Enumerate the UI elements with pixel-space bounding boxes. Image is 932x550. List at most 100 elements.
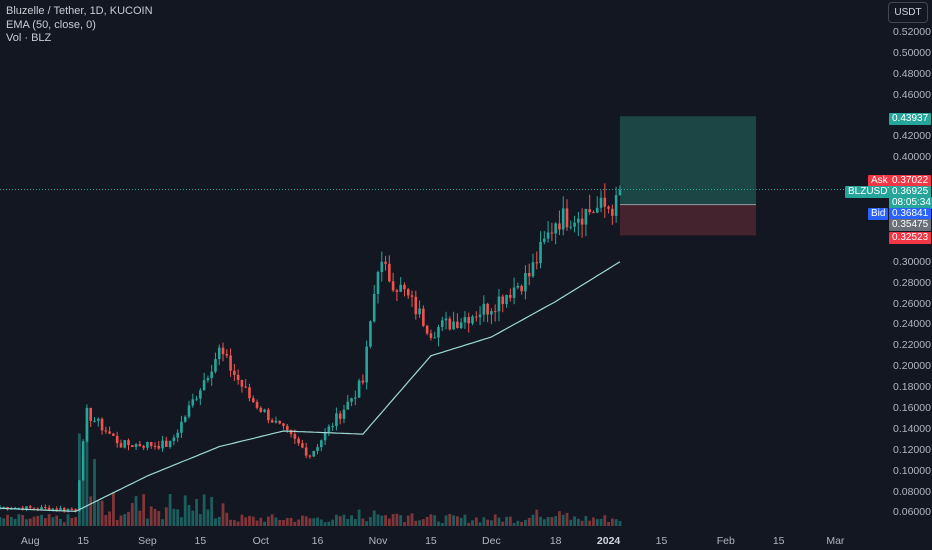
- volume-bar: [112, 492, 115, 526]
- volume-bar: [520, 521, 524, 526]
- time-tick-label: 15: [77, 535, 89, 547]
- volume-bar: [187, 504, 191, 526]
- candle-body: [592, 212, 595, 214]
- volume-bar: [13, 518, 17, 526]
- time-tick-label: Nov: [368, 535, 388, 547]
- price-tick-label: 0.06000: [893, 506, 931, 519]
- candle-body: [440, 320, 444, 328]
- volume-bar: [550, 517, 554, 526]
- time-tick-label: 15: [425, 535, 437, 547]
- symbol-label: BLZUSDT: [845, 186, 897, 198]
- bid-price-tag: 0.36841: [889, 208, 932, 220]
- volume-bar: [138, 510, 142, 526]
- candle-body: [233, 370, 236, 375]
- volume-bar: [316, 517, 319, 526]
- candle-body: [134, 444, 138, 447]
- ask-label: Ask: [868, 175, 891, 187]
- volume-bar: [263, 521, 266, 526]
- volume-bar: [535, 509, 539, 526]
- volume-bar: [437, 521, 440, 526]
- volume-bar: [172, 508, 176, 526]
- volume-bar: [259, 517, 263, 526]
- candle-body: [221, 347, 225, 355]
- volume-bar: [410, 513, 414, 526]
- volume-bar: [399, 515, 403, 526]
- candle-body: [62, 508, 66, 511]
- candle-body: [146, 442, 149, 448]
- volume-bar: [115, 519, 119, 526]
- volume-bar: [93, 458, 96, 526]
- volume-bar: [471, 520, 474, 526]
- candle-body: [338, 413, 342, 419]
- volume-bar: [232, 520, 236, 526]
- volume-bar: [119, 515, 123, 526]
- volume-bar: [274, 517, 278, 526]
- candle-body: [573, 222, 576, 227]
- volume-bar: [335, 514, 338, 526]
- volume-bar: [486, 519, 490, 526]
- volume-bar: [25, 519, 28, 526]
- candle-body: [463, 317, 467, 323]
- volume-bar: [618, 520, 622, 526]
- candle-body: [323, 432, 327, 441]
- time-tick-label: 16: [311, 535, 324, 547]
- volume-bar: [444, 515, 448, 526]
- candle-body: [123, 440, 127, 448]
- candle-body: [614, 195, 618, 216]
- time-tick-label: Dec: [482, 535, 501, 547]
- candle-body: [478, 314, 482, 318]
- price-tick-label: 0.42000: [893, 130, 931, 143]
- candle-body: [297, 438, 300, 444]
- candle-body: [176, 432, 179, 438]
- candle-body: [425, 325, 429, 334]
- volume-bar: [418, 520, 421, 526]
- volume-bar: [508, 516, 512, 526]
- volume-bar: [312, 518, 316, 526]
- symbol-title[interactable]: Bluzelle / Tether, 1D, KUCOIN: [6, 5, 153, 17]
- candle-body: [289, 429, 293, 435]
- candle-body: [199, 390, 202, 399]
- candle-body: [195, 398, 198, 400]
- candle-body: [70, 508, 74, 510]
- candle-body: [172, 437, 176, 442]
- price-tick-label: 0.10000: [893, 464, 931, 477]
- candle-body: [527, 272, 531, 277]
- volume-bar: [51, 517, 55, 526]
- price-tick-label: 0.28000: [893, 276, 931, 289]
- volume-bar: [448, 514, 452, 526]
- volume-bar: [134, 496, 138, 526]
- price-tick-label: 0.16000: [893, 402, 931, 414]
- candle-body: [388, 263, 391, 282]
- price-tick-label: 0.24000: [893, 318, 931, 331]
- volume-bar: [301, 515, 304, 526]
- volume-bar: [531, 514, 535, 526]
- volume-bar: [202, 494, 206, 526]
- candle-body: [74, 509, 77, 511]
- volume-bar: [293, 521, 297, 526]
- volume-bar: [2, 518, 6, 526]
- candle-body: [429, 333, 433, 338]
- volume-bar: [142, 494, 146, 526]
- candle-body: [399, 284, 402, 292]
- volume-indicator-label[interactable]: Vol · BLZ: [6, 32, 52, 44]
- candle-body: [32, 507, 36, 509]
- volume-bar: [164, 507, 168, 526]
- candle-body: [391, 281, 395, 291]
- volume-bar: [580, 520, 584, 526]
- time-tick-label: 15: [655, 535, 668, 547]
- candle-body: [187, 405, 191, 417]
- volume-bar: [214, 518, 217, 526]
- candle-body: [240, 379, 244, 387]
- currency-button[interactable]: USDT: [888, 2, 928, 23]
- volume-bar: [146, 518, 149, 526]
- candle-body: [603, 197, 607, 207]
- price-tick-label: 0.18000: [893, 381, 931, 394]
- candle-body: [2, 507, 6, 509]
- volume-bar: [130, 503, 134, 526]
- target-price-tag: 0.43937: [889, 113, 932, 125]
- volume-bar: [270, 514, 274, 526]
- candle-body: [486, 303, 489, 315]
- ema-indicator-label[interactable]: EMA (50, close, 0): [6, 18, 96, 31]
- volume-bar: [558, 511, 561, 526]
